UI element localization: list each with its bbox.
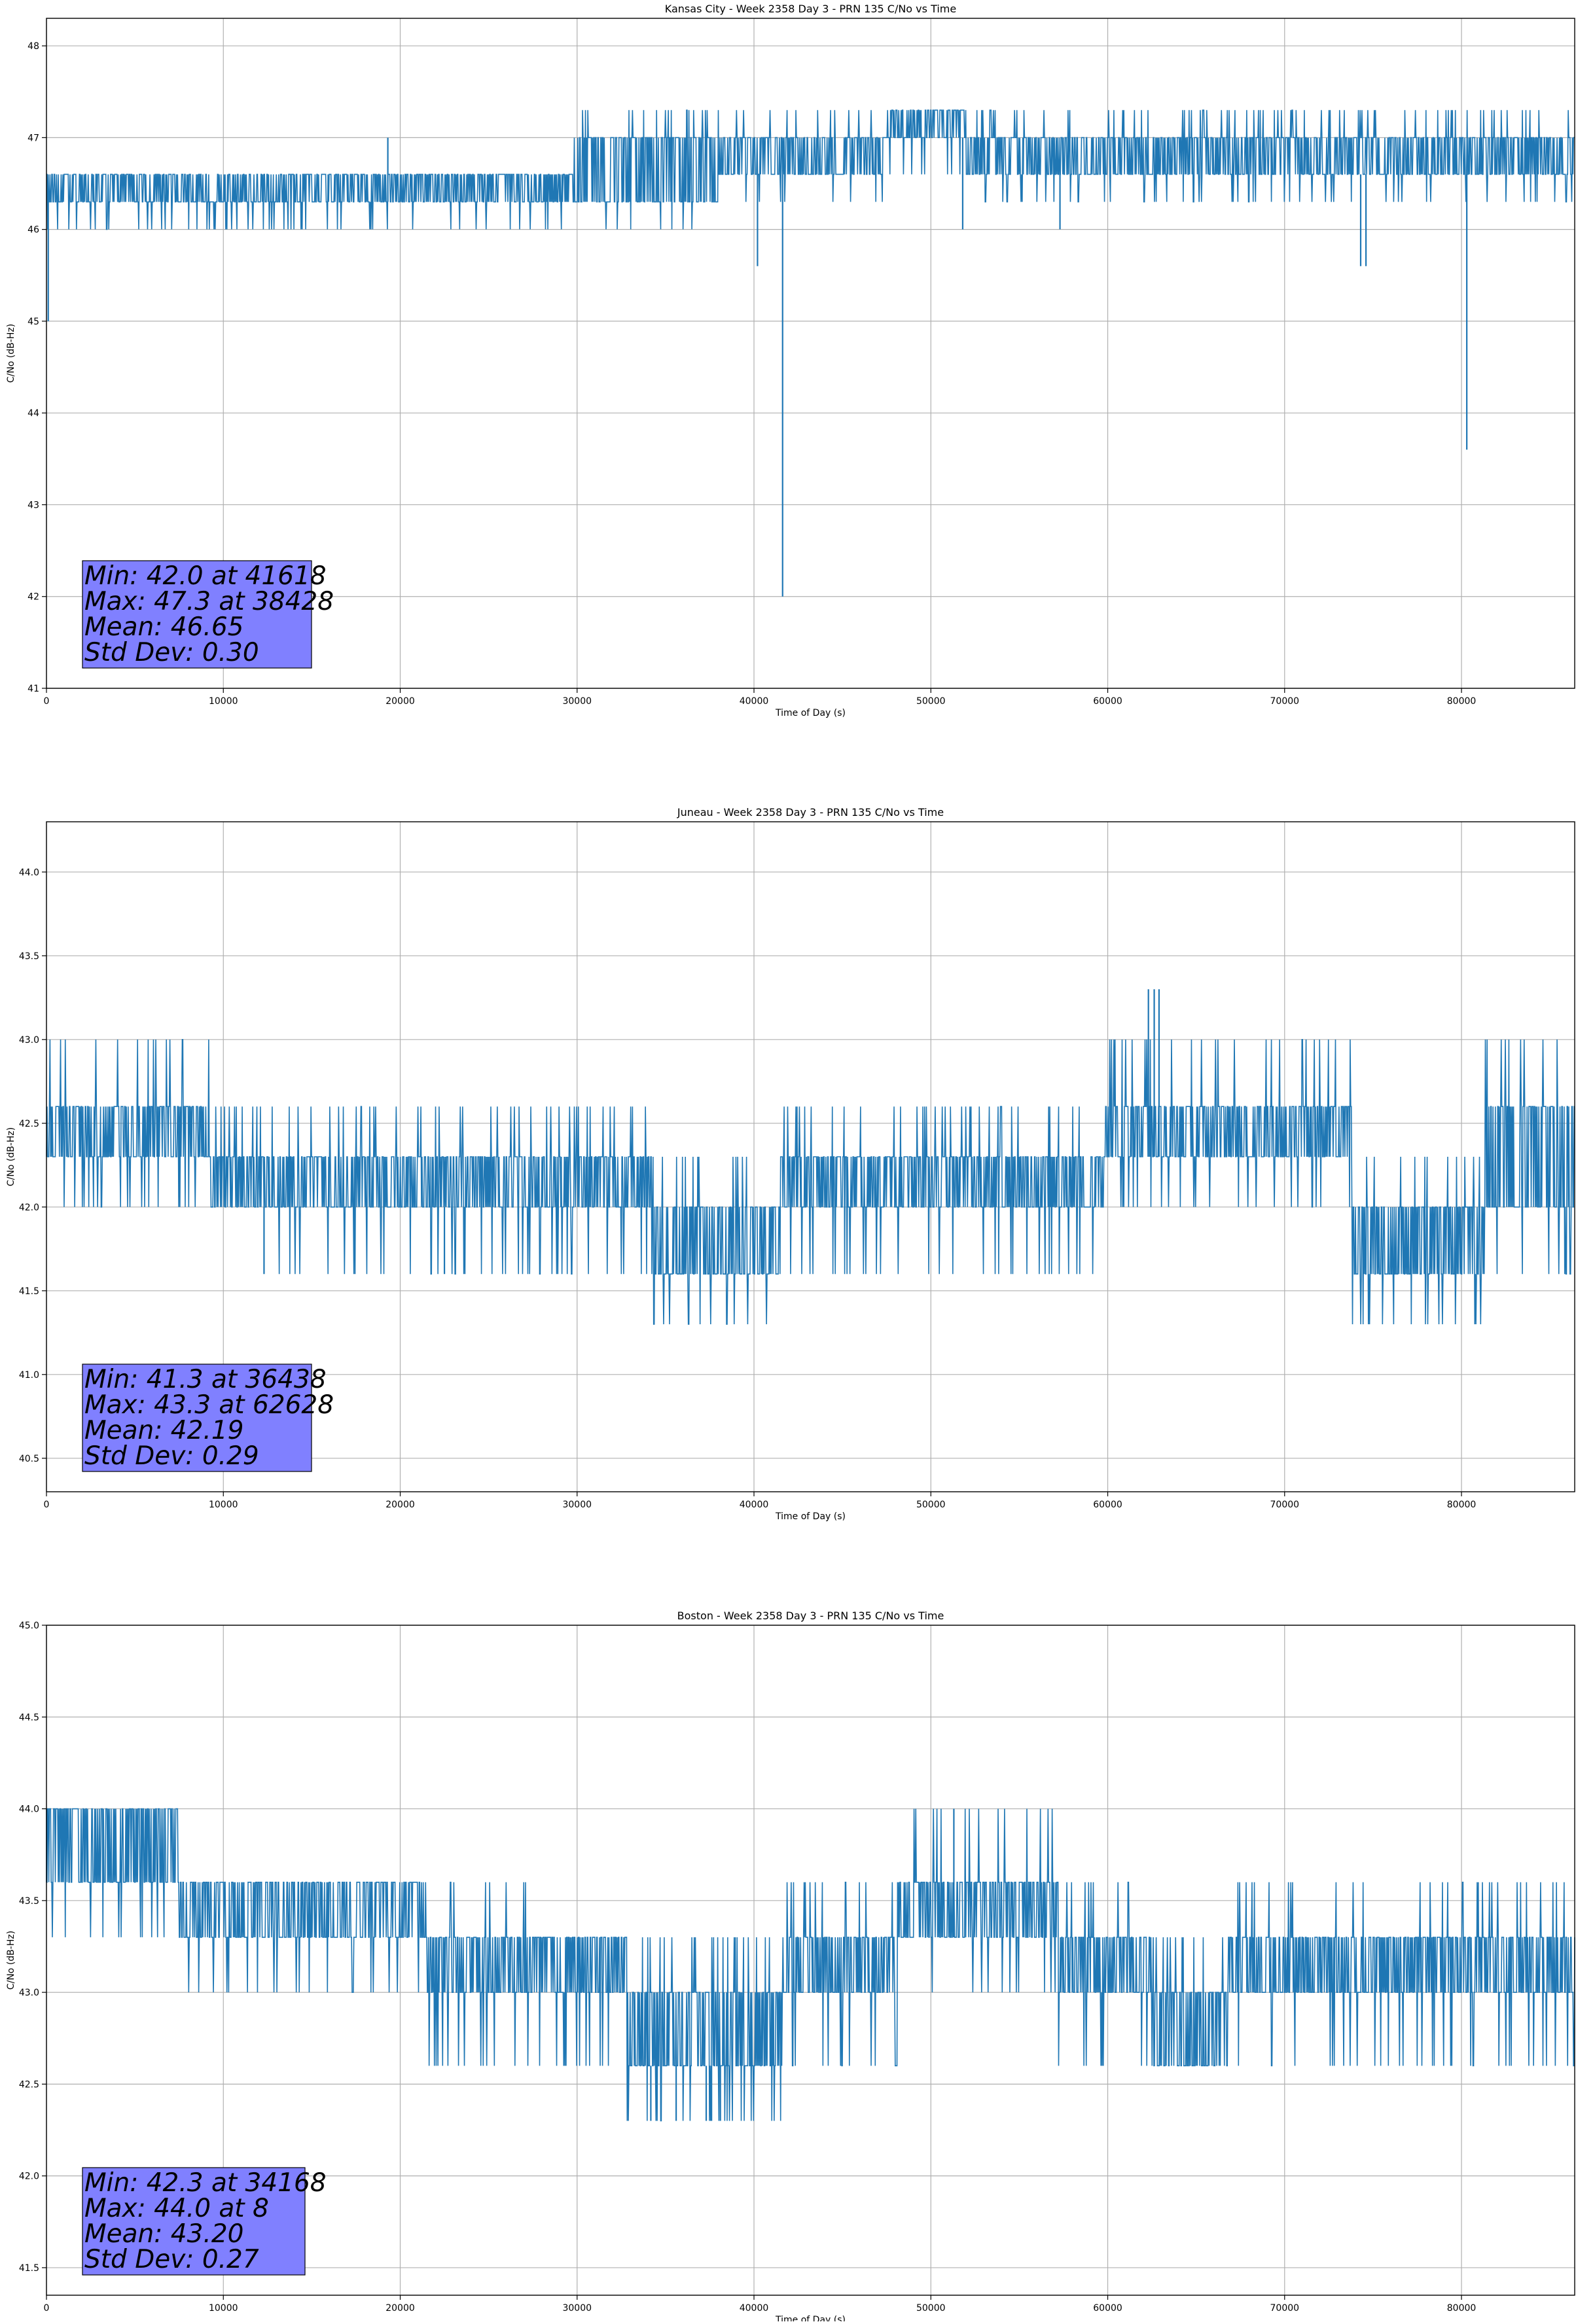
x-tick-label: 60000 bbox=[1093, 1500, 1122, 1510]
y-tick-label: 46 bbox=[27, 225, 39, 236]
chart-title: Juneau - Week 2358 Day 3 - PRN 135 C/No … bbox=[677, 806, 944, 819]
y-tick-label: 42 bbox=[27, 592, 39, 603]
y-tick-label: 44.0 bbox=[19, 868, 39, 878]
y-tick-label: 40.5 bbox=[19, 1454, 39, 1464]
y-tick-label: 44.5 bbox=[19, 1712, 39, 1723]
axes: 0 10000 20000 30000 40000 50000 60000 70000 8000… bbox=[27, 18, 1575, 707]
stats-max: Max: 43.3 at 62628 bbox=[84, 1390, 334, 1420]
chart-panel-boston: 0 10000 20000 30000 40000 50000 60000 70000 8000… bbox=[6, 1610, 1575, 2324]
stats-std-dev: Std Dev: 0.30 bbox=[84, 638, 259, 667]
stats-box: Min: 42.3 at 34168 Max: 44.0 at 8 Mean: … bbox=[82, 2167, 327, 2276]
x-tick-label: 30000 bbox=[562, 2303, 592, 2314]
stats-max: Max: 47.3 at 38428 bbox=[84, 587, 334, 616]
x-axis-label: Time of Day (s) bbox=[775, 708, 846, 718]
stats-max: Max: 44.0 at 8 bbox=[84, 2194, 269, 2223]
stats-box: Min: 41.3 at 36438 Max: 43.3 at 62628 Me… bbox=[82, 1364, 334, 1472]
y-tick-label: 41.5 bbox=[19, 1286, 39, 1297]
chart-title: Kansas City - Week 2358 Day 3 - PRN 135 … bbox=[665, 3, 956, 15]
y-tick-label: 43.5 bbox=[19, 1896, 39, 1907]
stats-mean: Mean: 46.65 bbox=[84, 612, 243, 642]
chart-panel-juneau: 0 10000 20000 30000 40000 50000 60000 70000 8000… bbox=[6, 806, 1575, 1522]
x-tick-label: 70000 bbox=[1270, 1500, 1300, 1510]
plot-frame bbox=[46, 18, 1575, 689]
x-tick-label: 0 bbox=[44, 696, 50, 707]
data-series bbox=[46, 109, 1575, 597]
stats-std-dev: Std Dev: 0.29 bbox=[84, 1441, 259, 1471]
chart-title: Boston - Week 2358 Day 3 - PRN 135 C/No … bbox=[677, 1610, 944, 1622]
plot-frame bbox=[46, 821, 1575, 1492]
stats-std-dev: Std Dev: 0.27 bbox=[84, 2245, 259, 2274]
y-axis-label: C/No (dB-Hz) bbox=[6, 1931, 16, 1990]
y-tick-label: 43 bbox=[27, 500, 39, 510]
y-tick-label: 48 bbox=[27, 41, 39, 52]
x-axis-label: Time of Day (s) bbox=[775, 2315, 846, 2321]
x-tick-label: 80000 bbox=[1447, 2303, 1477, 2314]
stats-box: Min: 42.0 at 41618 Max: 47.3 at 38428 Me… bbox=[82, 560, 334, 669]
x-tick-label: 60000 bbox=[1093, 2303, 1122, 2314]
stats-min: Min: 42.3 at 34168 bbox=[84, 2168, 327, 2198]
x-tick-label: 20000 bbox=[385, 696, 415, 707]
x-tick-label: 50000 bbox=[916, 696, 946, 707]
y-tick-label: 43.0 bbox=[19, 1988, 39, 1998]
x-tick-label: 10000 bbox=[209, 1500, 238, 1510]
stats-box-background bbox=[82, 1364, 312, 1472]
x-tick-label: 70000 bbox=[1270, 2303, 1300, 2314]
stats-box-background bbox=[82, 560, 312, 669]
x-tick-label: 70000 bbox=[1270, 696, 1300, 707]
x-tick-label: 40000 bbox=[740, 2303, 769, 2314]
stats-min: Min: 41.3 at 36438 bbox=[84, 1365, 327, 1394]
plot-frame bbox=[46, 1625, 1575, 2296]
x-tick-label: 0 bbox=[44, 1500, 50, 1510]
chart-panel-kansas-city: 0 10000 20000 30000 40000 50000 60000 70000 8000… bbox=[6, 3, 1575, 718]
data-series bbox=[46, 989, 1575, 1325]
y-tick-label: 44 bbox=[27, 408, 39, 419]
y-axis-label: C/No (dB-Hz) bbox=[6, 324, 16, 383]
stats-mean: Mean: 42.19 bbox=[84, 1416, 243, 1445]
data-series bbox=[46, 1808, 1575, 2122]
y-tick-label: 42.0 bbox=[19, 2172, 39, 2182]
axes: 0 10000 20000 30000 40000 50000 60000 70000 8000… bbox=[19, 1621, 1575, 2314]
y-tick-label: 43.5 bbox=[19, 951, 39, 962]
y-tick-label: 43.0 bbox=[19, 1035, 39, 1046]
stats-min: Min: 42.0 at 41618 bbox=[84, 561, 327, 591]
x-tick-label: 40000 bbox=[740, 1500, 769, 1510]
y-tick-label: 41.5 bbox=[19, 2263, 39, 2274]
cno-series-line bbox=[46, 109, 1575, 230]
y-tick-label: 42.5 bbox=[19, 1119, 39, 1129]
x-tick-label: 50000 bbox=[916, 2303, 946, 2314]
x-axis-label: Time of Day (s) bbox=[775, 1511, 846, 1522]
x-tick-label: 10000 bbox=[209, 696, 238, 707]
stats-box-background bbox=[82, 2167, 306, 2276]
y-tick-label: 45 bbox=[27, 317, 39, 327]
y-tick-label: 41 bbox=[27, 684, 39, 694]
stats-mean: Mean: 43.20 bbox=[84, 2219, 243, 2249]
y-tick-label: 47 bbox=[27, 133, 39, 143]
x-tick-label: 20000 bbox=[385, 1500, 415, 1510]
x-tick-label: 50000 bbox=[916, 1500, 946, 1510]
y-tick-label: 44.0 bbox=[19, 1805, 39, 1815]
y-tick-label: 42.5 bbox=[19, 2079, 39, 2090]
y-axis-label: C/No (dB-Hz) bbox=[6, 1127, 16, 1186]
x-tick-label: 0 bbox=[44, 2303, 50, 2314]
y-tick-label: 45.0 bbox=[19, 1621, 39, 1631]
x-tick-label: 10000 bbox=[209, 2303, 238, 2314]
x-tick-label: 60000 bbox=[1093, 696, 1122, 707]
x-tick-label: 20000 bbox=[385, 2303, 415, 2314]
cno-series-line bbox=[46, 1039, 1575, 1325]
axes: 0 10000 20000 30000 40000 50000 60000 70000 8000… bbox=[19, 821, 1575, 1510]
x-tick-label: 80000 bbox=[1447, 696, 1477, 707]
x-tick-label: 80000 bbox=[1447, 1500, 1477, 1510]
cno-series-line bbox=[46, 1808, 1575, 2122]
x-tick-label: 30000 bbox=[562, 1500, 592, 1510]
x-tick-label: 30000 bbox=[562, 696, 592, 707]
y-tick-label: 41.0 bbox=[19, 1370, 39, 1381]
x-tick-label: 40000 bbox=[740, 696, 769, 707]
y-tick-label: 42.0 bbox=[19, 1203, 39, 1213]
